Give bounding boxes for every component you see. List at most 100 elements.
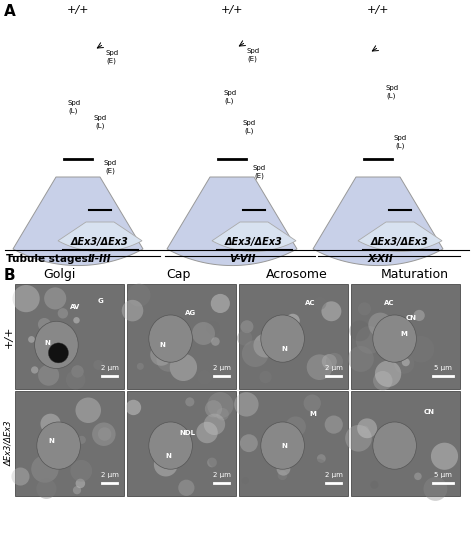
Circle shape xyxy=(36,479,56,499)
Text: ΔEx3/ΔEx3: ΔEx3/ΔEx3 xyxy=(4,421,13,466)
Circle shape xyxy=(41,329,56,345)
Circle shape xyxy=(122,300,143,322)
Text: M: M xyxy=(400,331,407,337)
Circle shape xyxy=(211,337,220,346)
Bar xyxy=(15,284,124,389)
Circle shape xyxy=(317,454,326,463)
Circle shape xyxy=(73,317,80,323)
Circle shape xyxy=(259,371,272,383)
Circle shape xyxy=(278,470,287,480)
Text: 2 μm: 2 μm xyxy=(100,472,118,478)
Circle shape xyxy=(276,462,291,476)
Text: Spd
(L): Spd (L) xyxy=(224,90,237,104)
Text: Tubule stages:: Tubule stages: xyxy=(6,254,92,264)
Circle shape xyxy=(75,479,85,488)
Polygon shape xyxy=(167,177,297,265)
Circle shape xyxy=(286,314,300,328)
Circle shape xyxy=(93,360,103,370)
Text: ΔEx3/ΔEx3: ΔEx3/ΔEx3 xyxy=(225,237,283,247)
Text: M: M xyxy=(310,411,317,417)
Text: Acrosome: Acrosome xyxy=(266,268,328,281)
Circle shape xyxy=(402,358,410,366)
Circle shape xyxy=(414,473,422,480)
Text: Spd
(E): Spd (E) xyxy=(106,50,119,64)
Text: AC: AC xyxy=(305,300,315,306)
Polygon shape xyxy=(212,222,296,252)
Circle shape xyxy=(394,353,414,374)
Circle shape xyxy=(211,419,229,438)
Text: +/+: +/+ xyxy=(221,5,243,15)
Circle shape xyxy=(137,363,144,370)
Ellipse shape xyxy=(373,315,416,362)
Circle shape xyxy=(78,436,86,444)
Circle shape xyxy=(75,398,101,423)
Circle shape xyxy=(128,284,151,307)
Text: X-XII: X-XII xyxy=(367,254,393,264)
Ellipse shape xyxy=(37,422,81,469)
Circle shape xyxy=(383,426,400,443)
Circle shape xyxy=(156,347,181,372)
Circle shape xyxy=(348,346,374,372)
Circle shape xyxy=(345,425,372,452)
Circle shape xyxy=(431,443,458,470)
Bar xyxy=(239,284,348,389)
Text: NDL: NDL xyxy=(179,430,195,436)
Circle shape xyxy=(242,340,269,367)
Ellipse shape xyxy=(149,422,192,469)
Text: 2 μm: 2 μm xyxy=(212,365,230,371)
Circle shape xyxy=(66,370,85,389)
Circle shape xyxy=(414,310,425,321)
Circle shape xyxy=(307,354,332,380)
Text: V-VII: V-VII xyxy=(229,254,255,264)
Circle shape xyxy=(207,321,220,335)
Circle shape xyxy=(268,434,274,441)
Circle shape xyxy=(290,342,296,349)
Text: ΔEx3/ΔEx3: ΔEx3/ΔEx3 xyxy=(71,237,129,247)
Circle shape xyxy=(325,416,343,434)
Circle shape xyxy=(98,427,111,441)
Bar xyxy=(127,391,236,496)
Text: AV: AV xyxy=(70,304,80,310)
Text: AC: AC xyxy=(384,300,394,306)
Circle shape xyxy=(205,400,222,417)
Text: AG: AG xyxy=(185,310,196,316)
Circle shape xyxy=(326,353,343,370)
Circle shape xyxy=(71,365,84,377)
Bar xyxy=(127,284,236,389)
Circle shape xyxy=(381,317,401,337)
Circle shape xyxy=(254,334,277,358)
Circle shape xyxy=(423,477,447,501)
Text: +/+: +/+ xyxy=(67,5,89,15)
Circle shape xyxy=(207,392,234,418)
Circle shape xyxy=(196,422,218,443)
Circle shape xyxy=(216,408,229,421)
Circle shape xyxy=(428,420,445,436)
Circle shape xyxy=(126,400,141,415)
Polygon shape xyxy=(58,222,142,252)
Circle shape xyxy=(11,468,29,486)
Circle shape xyxy=(48,343,68,363)
Text: Spd
(L): Spd (L) xyxy=(68,100,81,114)
Bar xyxy=(239,391,348,496)
Circle shape xyxy=(209,453,223,468)
Circle shape xyxy=(69,441,79,452)
Bar xyxy=(351,391,460,496)
Ellipse shape xyxy=(261,315,304,362)
Circle shape xyxy=(198,370,211,385)
Circle shape xyxy=(234,392,259,417)
Text: G: G xyxy=(97,298,103,304)
Circle shape xyxy=(383,426,403,446)
Text: Spd
(L): Spd (L) xyxy=(386,85,399,99)
Text: II-III: II-III xyxy=(88,254,112,264)
Circle shape xyxy=(38,318,51,331)
Circle shape xyxy=(40,414,61,434)
Text: Spd
(E): Spd (E) xyxy=(253,165,265,179)
Circle shape xyxy=(237,330,252,346)
Circle shape xyxy=(357,418,377,438)
Text: 2 μm: 2 μm xyxy=(325,472,342,478)
Text: +/+: +/+ xyxy=(367,5,389,15)
Circle shape xyxy=(303,394,321,412)
Circle shape xyxy=(408,336,434,363)
Text: 5 μm: 5 μm xyxy=(434,472,452,478)
Circle shape xyxy=(240,320,254,333)
